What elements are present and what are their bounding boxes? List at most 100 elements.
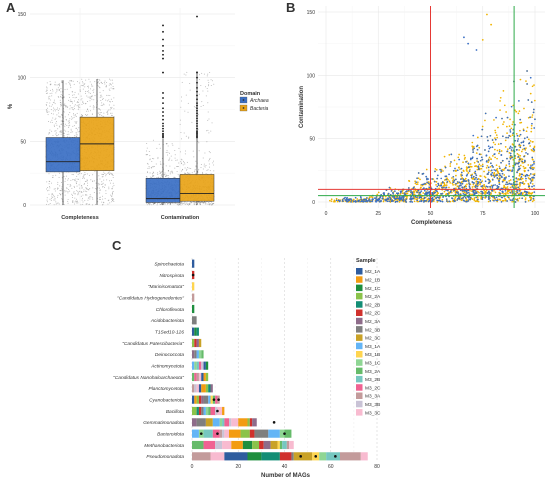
jitter-point: [57, 202, 59, 204]
scatter-point: [411, 201, 414, 203]
scatter-point: [473, 161, 476, 164]
scatter-point: [484, 180, 487, 183]
jitter-point: [70, 185, 72, 187]
scatter-point: [446, 177, 448, 180]
scatter-point: [524, 197, 527, 199]
jitter-point: [213, 170, 215, 172]
scatter-point: [428, 186, 431, 189]
jitter-point: [48, 183, 50, 185]
jitter-point: [208, 150, 210, 152]
jitter-point: [58, 112, 60, 114]
jitter-point: [186, 202, 188, 204]
jitter-point: [153, 172, 155, 174]
jitter-point: [61, 198, 63, 200]
jitter-point: [86, 90, 88, 92]
jitter-point: [46, 110, 48, 112]
jitter-point: [171, 170, 173, 172]
jitter-point: [46, 111, 48, 113]
jitter-point: [53, 188, 55, 190]
jitter-point: [70, 128, 72, 130]
jitter-point: [87, 85, 89, 87]
scatter-point: [453, 198, 456, 201]
jitter-point: [167, 145, 169, 147]
jitter-point: [72, 125, 74, 127]
jitter-point: [176, 159, 178, 161]
scatter-point: [499, 100, 501, 102]
jitter-point: [89, 196, 91, 198]
scatter-point: [350, 201, 352, 203]
jitter-point: [83, 178, 85, 180]
jitter-point: [61, 186, 63, 188]
jitter-point: [105, 84, 107, 86]
outlier-point: [196, 94, 198, 97]
jitter-point: [90, 95, 92, 97]
jitter-point: [112, 82, 114, 84]
jitter-point: [93, 99, 95, 101]
jitter-point: [183, 132, 185, 134]
scatter-point: [473, 198, 476, 200]
jitter-point: [198, 93, 200, 95]
scatter-point: [437, 192, 440, 195]
scatter-point: [512, 175, 514, 178]
jitter-point: [210, 79, 212, 81]
jitter-point: [146, 204, 148, 206]
scatter-point: [531, 200, 534, 203]
jitter-point: [69, 124, 71, 126]
scatter-point: [368, 196, 371, 199]
panel-label-a: A: [6, 0, 16, 15]
jitter-point: [74, 91, 76, 93]
scatter-point: [448, 186, 450, 189]
jitter-point: [65, 119, 67, 121]
jitter-point: [100, 112, 102, 114]
jitter-point: [147, 163, 149, 165]
jitter-point: [73, 109, 75, 111]
scatter-point: [505, 176, 507, 179]
jitter-point: [160, 163, 162, 165]
scatter-point: [503, 179, 506, 182]
scatter-point: [481, 163, 484, 166]
jitter-point: [153, 175, 155, 177]
scatter-point: [487, 145, 490, 148]
jitter-point: [74, 100, 76, 102]
jitter-point: [156, 204, 158, 206]
jitter-point: [109, 101, 111, 103]
scatter-point: [517, 112, 520, 115]
scatter-point: [508, 165, 511, 168]
jitter-point: [194, 202, 196, 204]
jitter-point: [113, 201, 115, 203]
scatter-point: [528, 191, 530, 194]
scatter-point: [442, 170, 444, 172]
scatter-point: [454, 190, 457, 192]
scatter-point: [531, 164, 534, 166]
jitter-point: [87, 108, 89, 110]
scatter-point: [522, 165, 525, 168]
scatter-point: [480, 181, 483, 184]
jitter-point: [60, 91, 62, 93]
scatter-point: [487, 169, 490, 172]
scatter-point: [517, 186, 520, 189]
scatter-point: [531, 85, 534, 88]
jitter-point: [209, 202, 211, 204]
jitter-point: [77, 101, 79, 103]
scatter-point: [440, 182, 443, 184]
scatter-point: [530, 192, 533, 195]
scatter-point: [476, 144, 479, 147]
jitter-point: [206, 75, 208, 77]
jitter-point: [69, 118, 71, 120]
jitter-point: [61, 116, 63, 118]
jitter-point: [172, 144, 174, 146]
scatter-point: [440, 177, 443, 180]
scatter-point: [485, 166, 488, 169]
scatter-point: [520, 192, 522, 195]
jitter-point: [167, 151, 169, 153]
scatter-point: [498, 149, 501, 151]
jitter-point: [46, 89, 48, 91]
jitter-point: [159, 161, 161, 163]
jitter-point: [201, 201, 203, 203]
jitter-point: [55, 135, 57, 137]
jitter-point: [61, 193, 63, 195]
jitter-point: [181, 170, 183, 172]
jitter-point: [69, 108, 71, 110]
scatter-point: [448, 173, 450, 176]
jitter-point: [97, 112, 99, 114]
